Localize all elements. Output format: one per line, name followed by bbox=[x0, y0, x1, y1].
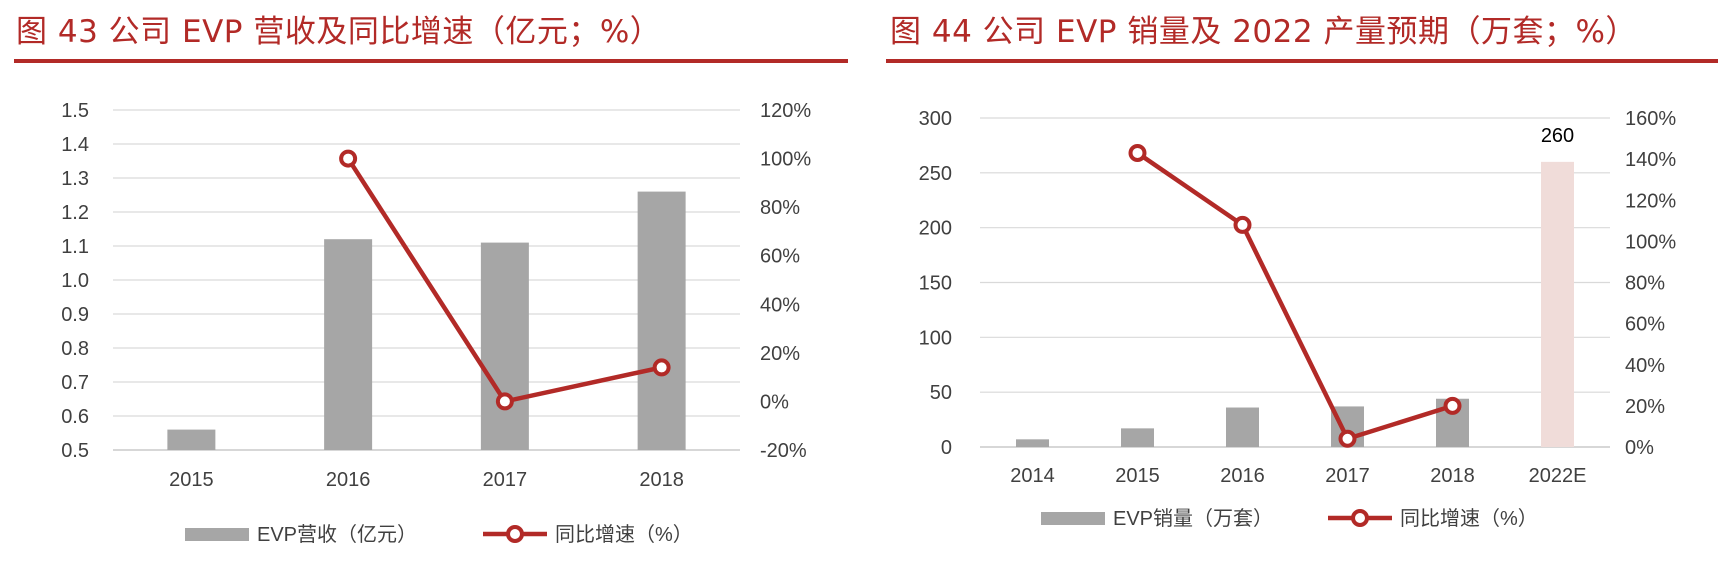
chart-1-left-tick-label: 0.6 bbox=[61, 406, 89, 428]
chart-2-line-point bbox=[1233, 215, 1252, 234]
chart-2-line-point bbox=[1443, 396, 1462, 415]
chart-2-right-tick-label: 120% bbox=[1625, 190, 1676, 212]
chart-1-right-tick-label: 80% bbox=[760, 197, 800, 219]
chart-1-right-tick-label: 60% bbox=[760, 246, 800, 268]
chart-2-category-label: 2016 bbox=[1220, 465, 1265, 487]
chart-2-bar bbox=[1016, 439, 1049, 447]
chart-1-right-tick-label: 40% bbox=[760, 294, 800, 316]
chart-2-left-tick-label: 150 bbox=[919, 273, 952, 295]
chart-1-left-tick-label: 1.4 bbox=[61, 134, 89, 156]
chart-1-category-label: 2018 bbox=[639, 469, 684, 491]
chart-2-right-tick-label: 0% bbox=[1625, 437, 1654, 459]
chart-2-title: 图 44 公司 EVP 销量及 2022 产量预期（万套；%） bbox=[890, 14, 1637, 50]
chart-2-legend-bar-swatch bbox=[1041, 512, 1105, 525]
chart-2-left-tick-label: 0 bbox=[941, 437, 952, 459]
chart-1-category-label: 2016 bbox=[326, 469, 371, 491]
chart-1-left-tick-label: 0.8 bbox=[61, 338, 89, 360]
chart-1-right-tick-label: 20% bbox=[760, 343, 800, 365]
chart-2-right-tick-label: 140% bbox=[1625, 149, 1676, 171]
chart-1-title: 图 43 公司 EVP 营收及同比增速（亿元；%） bbox=[16, 14, 662, 50]
chart-2-legend-marker bbox=[1351, 509, 1369, 527]
chart-1-category-label: 2015 bbox=[169, 469, 214, 491]
chart-2-legend-label: EVP销量（万套） bbox=[1113, 507, 1273, 530]
chart-2-category-label: 2015 bbox=[1115, 465, 1160, 487]
chart-2-right-tick-label: 20% bbox=[1625, 396, 1665, 418]
chart-1-left-tick-label: 1.0 bbox=[61, 270, 89, 292]
chart-2-legend-label: 同比增速（%） bbox=[1400, 507, 1538, 530]
chart-1-line-point bbox=[652, 358, 671, 377]
chart-2-right-tick-label: 80% bbox=[1625, 273, 1665, 295]
chart-1-legend-bar-swatch bbox=[185, 528, 249, 541]
chart-2-left-tick-label: 100 bbox=[919, 327, 952, 349]
chart-2-right-tick-label: 160% bbox=[1625, 108, 1676, 130]
chart-1-left-tick-label: 1.3 bbox=[61, 168, 89, 190]
chart-2-right-tick-label: 60% bbox=[1625, 314, 1665, 336]
chart-2-title-rule bbox=[886, 59, 1718, 63]
chart-1-bar bbox=[324, 239, 373, 450]
chart-1-title-rule bbox=[14, 59, 848, 63]
chart-2-left-tick-label: 200 bbox=[919, 218, 952, 240]
chart-1-right-tick-label: 0% bbox=[760, 391, 789, 413]
chart-1-right-tick-label: 120% bbox=[760, 100, 811, 122]
chart-2-category-label: 2022E bbox=[1529, 465, 1587, 487]
chart-1-category-label: 2017 bbox=[483, 469, 528, 491]
chart-1-left-tick-label: 0.7 bbox=[61, 372, 89, 394]
chart-2-left-tick-label: 300 bbox=[919, 108, 952, 130]
chart-1-bar bbox=[637, 191, 686, 450]
chart-2-data-label: 260 bbox=[1541, 125, 1574, 147]
chart-2-left-tick-label: 250 bbox=[919, 163, 952, 185]
chart-2-category-label: 2018 bbox=[1430, 465, 1475, 487]
chart-2-bar bbox=[1541, 161, 1574, 447]
chart-1-legend-marker bbox=[506, 525, 524, 543]
chart-2-bar bbox=[1121, 428, 1154, 447]
chart-1-left-tick-label: 1.1 bbox=[61, 236, 89, 258]
chart-1-bar bbox=[480, 242, 529, 450]
chart-1-legend-label: 同比增速（%） bbox=[555, 523, 693, 546]
chart-1-right-tick-label: 100% bbox=[760, 149, 811, 171]
chart-2-left-tick-label: 50 bbox=[930, 382, 952, 404]
chart-1-bar bbox=[167, 429, 216, 450]
chart-1-line-point bbox=[495, 392, 514, 411]
chart-1-line-point bbox=[339, 149, 358, 168]
chart-1-legend-label: EVP营收（亿元） bbox=[257, 523, 417, 546]
chart-2-line-point bbox=[1338, 429, 1357, 448]
chart-1-right-tick-label: -20% bbox=[760, 440, 807, 462]
chart-2-bar bbox=[1226, 407, 1259, 447]
chart-2-right-tick-label: 40% bbox=[1625, 355, 1665, 377]
chart-1-left-tick-label: 0.5 bbox=[61, 440, 89, 462]
chart-1-left-tick-label: 1.5 bbox=[61, 100, 89, 122]
chart-2-series-line bbox=[1136, 151, 1454, 442]
chart-1-left-tick-label: 1.2 bbox=[61, 202, 89, 224]
chart-2-category-label: 2017 bbox=[1325, 465, 1370, 487]
chart-2-category-label: 2014 bbox=[1010, 465, 1055, 487]
chart-1-left-tick-label: 0.9 bbox=[61, 304, 89, 326]
chart-2-right-tick-label: 100% bbox=[1625, 231, 1676, 253]
chart-2-line-point bbox=[1128, 143, 1147, 162]
